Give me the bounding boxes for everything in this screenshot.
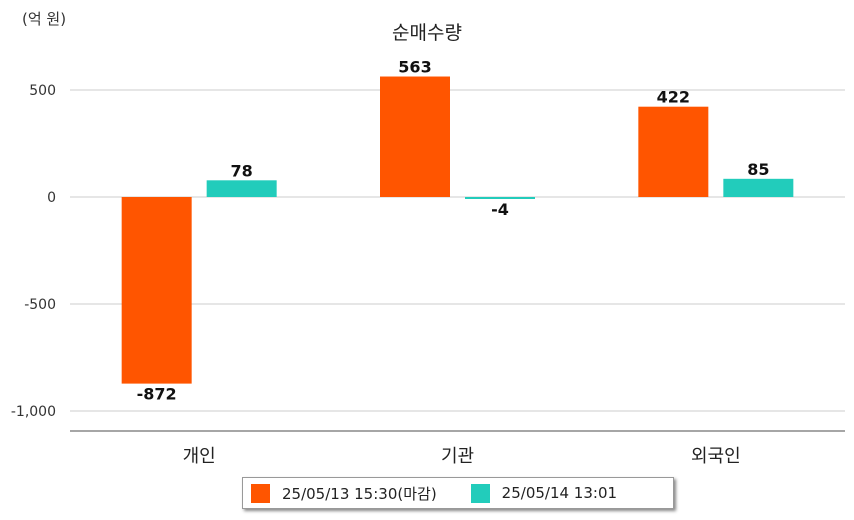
unit-label: (억 원) (22, 10, 67, 28)
bar (465, 197, 535, 199)
data-label: -872 (137, 385, 177, 404)
bar (206, 180, 277, 197)
legend-label-series-2: 25/05/14 13:01 (501, 484, 618, 502)
legend-swatch-series-2 (470, 483, 490, 503)
bar (380, 76, 450, 197)
legend: 25/05/13 15:30(마감) 25/05/14 13:01 (242, 477, 674, 509)
bar (723, 178, 794, 197)
y-tick-label: 0 (47, 190, 56, 206)
x-tick-label: 외국인 (691, 446, 741, 467)
bar (638, 106, 709, 197)
y-tick-label: 500 (29, 83, 56, 99)
data-label: 85 (747, 160, 769, 179)
legend-item-series-1[interactable]: 25/05/13 15:30(마감) (251, 483, 437, 504)
bar (121, 197, 192, 384)
x-tick-label: 기관 (441, 446, 474, 467)
legend-label-series-1: 25/05/13 15:30(마감) (282, 484, 437, 503)
chart-title: 순매수량 (392, 22, 462, 44)
legend-item-series-2[interactable]: 25/05/14 13:01 (470, 483, 618, 503)
bar-chart: 500 0 -500 -1,000 개인 -872 78 기관 563 -4 외국인 422 85 (11, 58, 845, 467)
data-label: 563 (398, 58, 431, 77)
y-tick-label: -500 (24, 297, 56, 313)
y-tick-label: -1,000 (11, 404, 56, 420)
data-label: -4 (491, 200, 509, 219)
data-label: 422 (657, 88, 690, 107)
data-label: 78 (231, 161, 253, 180)
x-tick-label: 개인 (183, 446, 216, 467)
legend-swatch-series-1 (251, 483, 270, 503)
